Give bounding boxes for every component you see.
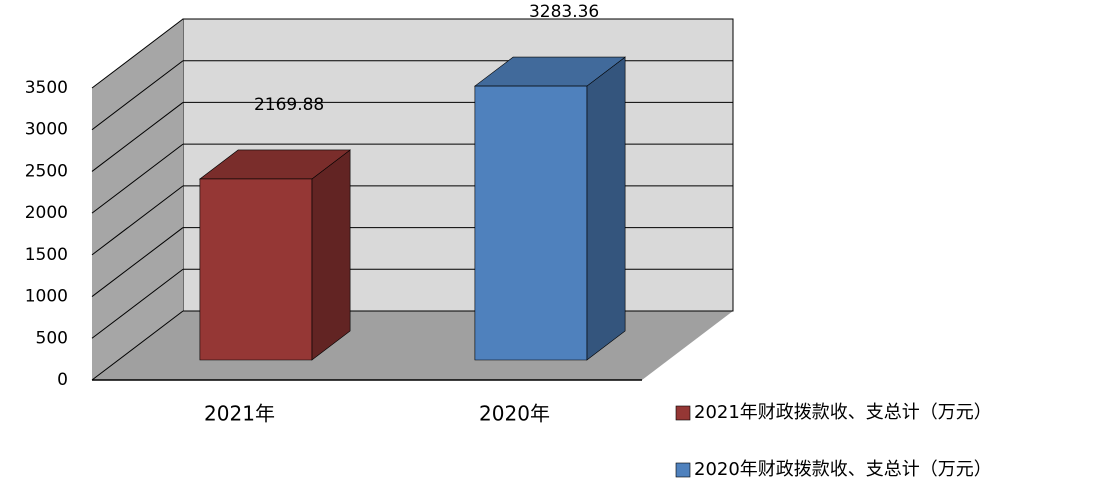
legend-swatch [675,462,691,478]
y-tick-label: 2000 [25,203,68,223]
y-tick-label: 1000 [25,287,68,307]
legend-swatch [675,405,691,421]
side-grid-line [91,268,184,339]
x-tick-label: 2021年 [204,402,275,426]
y-tick-label: 500 [36,328,68,348]
x-tick-label: 2020年 [479,402,550,426]
y-tick-label: 3500 [25,78,68,98]
side-grid-line [91,310,184,381]
y-tick-label: 2500 [25,161,68,181]
side-grid-line [91,18,184,89]
bar-side [311,149,351,361]
side-grid-line [91,102,184,172]
floor [92,311,733,380]
y-tick-label: 3000 [25,120,68,140]
side-grid-line [91,60,184,131]
y-tick-label: 0 [57,370,68,390]
bar [474,85,588,361]
bar-side [586,56,626,361]
side-grid-line [91,227,184,297]
legend-label: 2020年财政拨款收、支总计（万元） [694,459,992,480]
y-tick-label: 1500 [25,245,68,265]
side-wall [92,19,183,380]
side-grid-line [91,143,184,214]
bar [199,178,313,361]
data-label: 2169.88 [254,95,324,115]
data-label: 3283.36 [529,2,599,22]
legend-label: 2021年财政拨款收、支总计（万元） [694,402,992,423]
side-grid-line [91,185,184,256]
